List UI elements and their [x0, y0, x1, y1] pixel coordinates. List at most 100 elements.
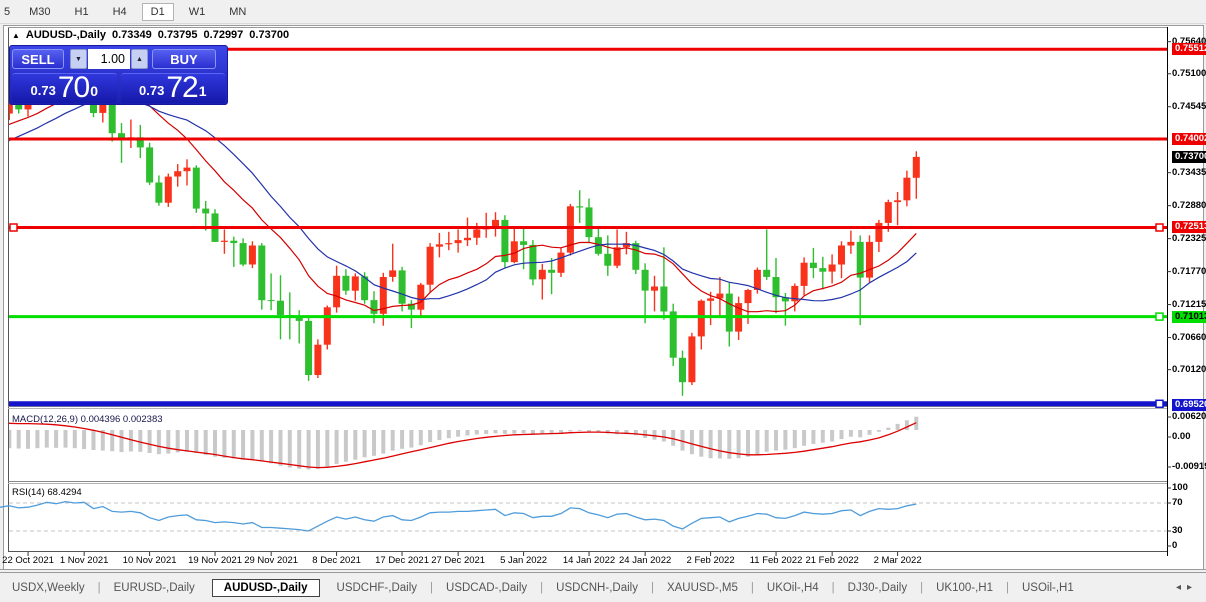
chart-tab-audusd-daily[interactable]: AUDUSD-,Daily [211, 578, 320, 597]
sell-button[interactable]: SELL [12, 49, 64, 69]
axis-tick-label: 0.72880 [1172, 199, 1206, 211]
sell-price-display[interactable]: 0.73 70 0 [12, 73, 117, 103]
axis-tick-marks [27, 41, 1171, 556]
tab-separator: | [650, 581, 654, 594]
rsi-axis-label: 30 [1172, 525, 1183, 536]
axis-tick-label: 0.70660 [1172, 331, 1206, 343]
rsi-axis-label: 100 [1172, 482, 1188, 493]
macd-signal-value: 0.002383 [122, 414, 163, 425]
ma-slow-line [9, 100, 917, 302]
macd-label: MACD(12,26,9) 0.004396 0.002383 [12, 414, 163, 425]
rsi-label: RSI(14) 68.4294 [12, 487, 82, 498]
chart-tab-xauusd-m5[interactable]: XAUUSD-,M5 [666, 581, 738, 594]
timeframe-button-m30[interactable]: M30 [29, 5, 51, 18]
timeframe-button-h1[interactable]: H1 [74, 5, 89, 18]
one-click-trade-panel: SELL ▼ 1.00 ▲ BUY 0.73 70 0 0.73 72 1 [9, 45, 228, 105]
chart-tab-dj30-daily[interactable]: DJ30-,Daily [847, 581, 908, 594]
current-price-tag: 0.73700 [1172, 150, 1206, 163]
tab-separator: | [750, 581, 754, 594]
tab-separator: | [920, 581, 924, 594]
volume-increase-button[interactable]: ▲ [131, 49, 148, 69]
buy-price-base: 0.73 [139, 83, 165, 98]
axis-tick-label: 0.73435 [1172, 166, 1206, 178]
timeframe-button-h4[interactable]: H4 [112, 5, 127, 18]
chart-tab-usdcnh-daily[interactable]: USDCNH-,Daily [556, 581, 638, 594]
date-axis-label: 22 Oct 2021 [2, 555, 54, 566]
tab-separator: | [831, 581, 835, 594]
chart-window [3, 25, 1204, 570]
axis-tick-label: 0.72325 [1172, 232, 1206, 244]
volume-decrease-button[interactable]: ▼ [70, 49, 87, 69]
collapse-panel-icon[interactable]: ▲ [12, 31, 20, 40]
buy-button[interactable]: BUY [152, 49, 216, 69]
date-axis-label: 17 Dec 2021 [375, 555, 429, 566]
rsi-gridlines [9, 502, 1167, 532]
macd-main-value: 0.004396 [80, 414, 121, 425]
level-price-tag: 0.74002 [1172, 133, 1206, 145]
ohlc-close: 0.73700 [249, 29, 290, 41]
tab-scroll-arrows[interactable]: ◂▸ [1175, 582, 1198, 593]
axis-tick-label: 0.75100 [1172, 67, 1206, 79]
macd-signal-line [9, 422, 917, 469]
axis-tick-label: 0.71215 [1172, 298, 1206, 310]
ma-fast-line [9, 89, 917, 313]
ohlc-high: 0.73795 [157, 29, 198, 41]
macd-histogram [9, 416, 919, 470]
chart-tab-usoil-h1[interactable]: USOil-,H1 [1021, 581, 1074, 594]
level-price-tag: 0.72513 [1172, 221, 1206, 234]
tab-separator: | [1005, 581, 1009, 594]
date-axis-label: 21 Feb 2022 [805, 555, 859, 566]
date-axis-label: 11 Feb 2022 [749, 555, 803, 566]
level-price-tag: 0.71013 [1172, 310, 1206, 323]
chart-tab-usdx-weekly[interactable]: USDX,Weekly [12, 581, 85, 594]
timeframe-button-d1[interactable]: D1 [141, 2, 174, 21]
chart-title: ▲ AUDUSD-,Daily 0.73349 0.73795 0.72997 0.737… [12, 29, 295, 41]
ohlc-low: 0.72997 [203, 29, 244, 41]
date-axis-label: 1 Nov 2021 [59, 555, 109, 566]
macd-name: MACD(12,26,9) [12, 414, 78, 425]
level-price-tag: 0.69520 [1172, 399, 1206, 412]
level-price-tag: 0.75512 [1172, 43, 1206, 56]
chart-tab-usdcad-daily[interactable]: USDCAD-,Daily [446, 581, 528, 594]
timeframe-toolbar: 5 M30 H1 H4 D1 W1 MN [0, 0, 1206, 24]
rsi-value: 68.4294 [47, 487, 82, 498]
chart-tab-eurusd-daily[interactable]: EURUSD-,Daily [113, 581, 195, 594]
rsi-line [0, 500, 917, 532]
axis-tick-label: 0.74545 [1172, 100, 1206, 112]
date-axis-label: 10 Nov 2021 [122, 555, 177, 566]
date-axis-label: 14 Jan 2022 [562, 555, 616, 566]
sell-price-point: 0 [90, 83, 98, 99]
tab-separator: | [97, 581, 101, 594]
chart-tab-ukoil-h4[interactable]: UKOil-,H4 [766, 581, 819, 594]
ohlc-open: 0.73349 [112, 29, 152, 41]
timeframe-button-5[interactable]: 5 [4, 5, 11, 18]
date-axis-label: 5 Jan 2022 [500, 555, 548, 566]
date-axis-label: 19 Nov 2021 [188, 555, 242, 566]
timeframe-button-mn[interactable]: MN [229, 5, 247, 18]
tab-separator: | [430, 581, 434, 594]
date-axis-label: 29 Nov 2021 [244, 555, 299, 566]
chart-tab-bar: USDX,Weekly | EURUSD-,Daily | AUDUSD-,Daily |… [0, 572, 1206, 602]
pane-frames [0, 27, 1206, 570]
axis-tick-label: 0.70120 [1172, 363, 1206, 375]
sell-price-pips: 70 [57, 71, 90, 104]
buy-price-point: 1 [198, 83, 207, 99]
buy-price-display[interactable]: 0.73 72 1 [120, 71, 225, 104]
buy-price-pips: 72 [166, 71, 198, 104]
axis-tick-label: 0.75640 [1172, 35, 1206, 47]
sell-price-base: 0.73 [30, 83, 56, 98]
volume-input[interactable]: 1.00 [88, 49, 130, 69]
date-axis-label: 24 Jan 2022 [618, 555, 672, 566]
chart-tab-uk100-h1[interactable]: UK100-,H1 [936, 581, 993, 594]
chart-tab-usdchf-daily[interactable]: USDCHF-,Daily [336, 581, 418, 594]
date-axis-label: 2 Feb 2022 [686, 555, 735, 566]
macd-axis-label: 0.00 [1172, 431, 1191, 442]
date-axis-label: 2 Mar 2022 [873, 555, 922, 566]
date-axis-label: 27 Dec 2021 [431, 555, 486, 566]
axis-tick-label: 0.71770 [1172, 265, 1206, 277]
macd-axis-label: 0.006201 [1172, 411, 1206, 422]
macd-axis-label: -0.00919 [1172, 461, 1206, 472]
rsi-axis-label: 70 [1172, 497, 1183, 508]
timeframe-button-w1[interactable]: W1 [188, 5, 206, 18]
rsi-axis-label: 0 [1172, 540, 1178, 551]
